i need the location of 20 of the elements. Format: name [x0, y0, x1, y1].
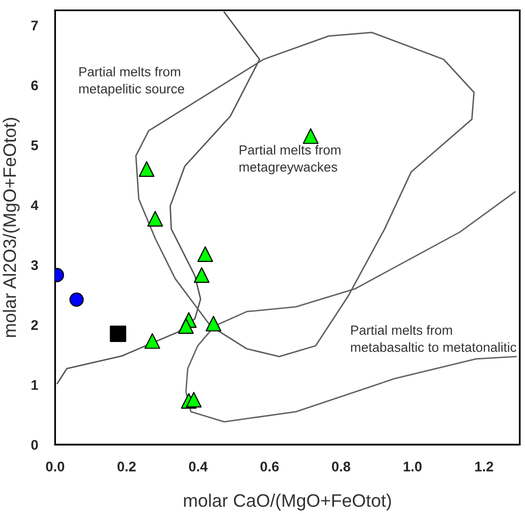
- annotation: Partial melts from metabasaltic to metatonalitic: [351, 325, 516, 352]
- x-axis-title: molar CaO/(MgO+FeOtot): [184, 494, 391, 510]
- y-tick-label: 7: [31, 20, 38, 30]
- annotation: Partial melts from metapelitic source: [79, 66, 184, 96]
- y-tick-label: 5: [31, 140, 38, 150]
- x-tick-label: 0.6: [260, 462, 279, 472]
- y-tick-label: 3: [31, 260, 38, 270]
- y-tick-label: 0: [31, 440, 38, 450]
- y-tick-label: 1: [32, 380, 38, 390]
- x-tick-label: 1.0: [404, 462, 422, 472]
- x-tick-label: 1.2: [475, 462, 494, 472]
- x-tick-label: 0.4: [188, 462, 208, 472]
- y-axis-title: molar Al2O3/(MgO+FeOtot): [2, 118, 20, 337]
- annotation: Partial melts from metagreywackes: [240, 144, 340, 174]
- y-tick-label: 4: [30, 200, 38, 210]
- x-tick-label: 0.8: [332, 462, 350, 472]
- x-tick-label: 0.0: [46, 462, 64, 472]
- y-tick-label: 6: [31, 80, 38, 90]
- y-tick-label: 2: [31, 320, 38, 330]
- x-tick-label: 0.2: [118, 462, 136, 472]
